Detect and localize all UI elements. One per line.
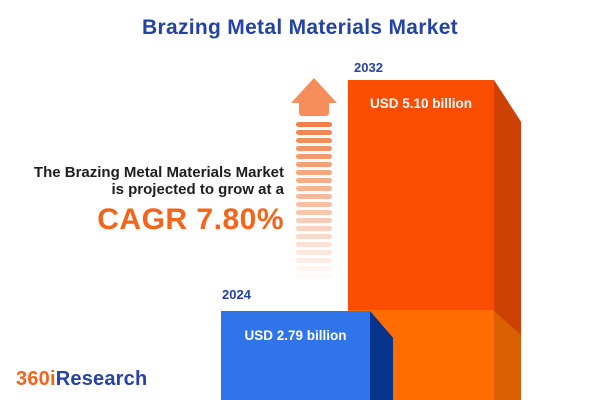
bar-2032-year-label: 2032	[354, 60, 383, 75]
arrow-stripe	[296, 186, 332, 191]
arrow-stripe	[296, 138, 332, 143]
bar-2024-face	[221, 311, 370, 400]
arrow-stripe	[296, 194, 332, 199]
cagr-value: CAGR 7.80%	[97, 203, 284, 236]
arrow-stripe	[296, 250, 332, 255]
arrow-stripe	[296, 274, 332, 279]
arrow-stripe	[296, 210, 332, 215]
growth-up-arrow-icon	[291, 78, 337, 282]
arrow-head-stub	[299, 103, 329, 116]
bar-2024-3d-side	[370, 311, 393, 400]
arrow-stripe	[296, 218, 332, 223]
arrow-stripe	[296, 122, 332, 127]
brand-logo-suffix: Research	[55, 368, 148, 390]
arrow-stripe	[296, 154, 332, 159]
arrow-stripe	[296, 162, 332, 167]
bar-2024-value-label: USD 2.79 billion	[244, 328, 347, 343]
narrative-line-1: The Brazing Metal Materials Market	[33, 164, 284, 181]
brand-logo[interactable]: 360iResearch	[16, 368, 147, 391]
arrow-stripe	[296, 202, 332, 207]
arrow-stripe	[296, 146, 332, 151]
arrow-stripe	[296, 242, 332, 247]
arrow-stripe	[296, 266, 332, 271]
arrow-stripe	[296, 258, 332, 263]
chart-title: Brazing Metal Materials Market	[142, 16, 458, 39]
arrow-stripe	[296, 234, 332, 239]
narrative-line-2: is projected to grow at a	[111, 181, 284, 198]
bar-2024-year-label: 2024	[222, 287, 251, 302]
narrative-block: The Brazing Metal Materials Market is pr…	[0, 164, 284, 237]
arrow-stripe	[296, 130, 332, 135]
arrow-stripe	[296, 170, 332, 175]
bar-2032-value-label: USD 5.10 billion	[369, 96, 473, 111]
arrow-fading-stripes	[291, 122, 337, 279]
arrow-stripe	[296, 178, 332, 183]
arrow-stripe	[296, 226, 332, 231]
brand-logo-prefix: 360i	[16, 368, 56, 390]
arrow-head-icon	[291, 78, 337, 103]
